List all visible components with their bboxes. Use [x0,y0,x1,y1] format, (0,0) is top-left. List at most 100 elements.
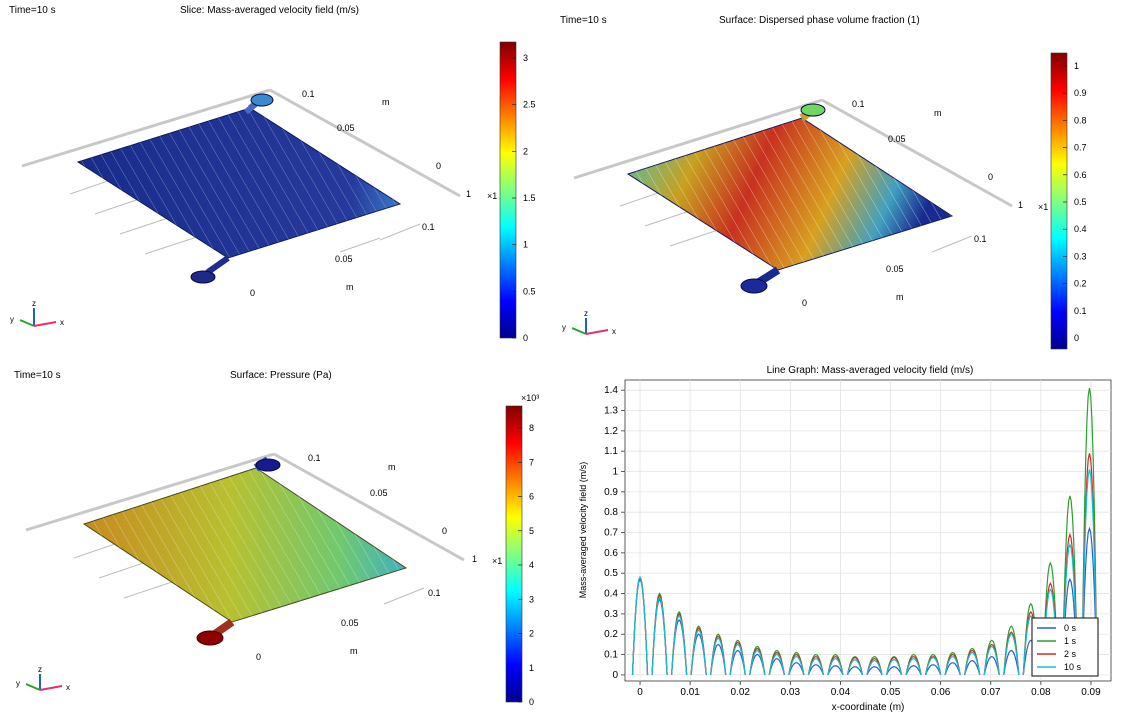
svg-text:x: x [612,327,616,336]
tick: 0.1 [302,89,315,99]
tick: m [346,282,354,292]
colorbar [1050,52,1068,350]
plot-title: Surface: Dispersed phase volume fraction… [719,15,920,26]
colorbar-tick-label: 6 [529,492,534,502]
x-tick-label: 0.03 [781,687,801,698]
tick: 0.1 [422,222,435,232]
tick: 0.1 [428,588,441,598]
plot-title: Surface: Pressure (Pa) [230,370,332,381]
time-label: Time=10 s [9,5,56,16]
tick: 0 [436,161,441,171]
plot-panel-velocity: Time=10 s Slice: Mass-averaged velocity … [0,0,560,350]
tick: 0.05 [886,264,904,274]
y-tick-label: 1.1 [604,446,618,457]
tick: 0 [256,652,261,662]
y-tick-label: 0 [612,670,618,681]
x-tick-label: 0.01 [680,687,700,698]
tick: m [388,462,396,472]
tick: 0 [802,298,807,308]
y-tick-label: 0.3 [604,609,618,620]
inlet-port [740,278,768,294]
tick: 0.1 [308,453,321,463]
colorbar-tick-label: 7 [529,457,534,467]
colorbar-tick-label: 0.5 [1074,197,1087,207]
colorbar-tick-label: 5 [529,526,534,536]
y-tick-label: 0.9 [604,487,618,498]
y-tick-label: 0.8 [604,507,618,518]
tick: ×1 [1038,202,1048,212]
y-tick-label: 1 [612,467,618,478]
chart-title: Line Graph: Mass-averaged velocity field… [767,365,974,376]
svg-text:z: z [38,665,42,674]
tick: 1 [1018,200,1023,210]
colorbar-ticks: 3 2.5 2 1.5 1 0.5 0 [512,53,536,343]
colorbar-tick-label: 1.5 [523,193,536,203]
axis-triad-icon: z x y [562,309,616,336]
tick: m [934,108,942,118]
tick: 0 [988,172,993,182]
x-tick-label: 0.05 [881,687,901,698]
plot-fraction-svg: Time=10 s Surface: Dispersed phase volum… [560,15,1087,350]
x-tick-label: 0.06 [931,687,951,698]
axis-triad-icon: z x y [10,299,64,327]
line-graph-svg: Line Graph: Mass-averaged velocity field… [578,365,1112,713]
colorbar-exponent: ×10³ [521,393,539,403]
y-tick-label: 1.3 [604,406,618,417]
colorbar-tick-label: 1 [523,240,528,250]
colorbar-tick-label: 0 [523,333,528,343]
plot-velocity-svg: Time=10 s Slice: Mass-averaged velocity … [9,5,536,343]
colorbar-tick-label: 0.8 [1074,115,1087,125]
tick: 0.1 [974,234,987,244]
tick: 0 [250,288,255,298]
outlet-port [250,93,274,107]
x-tick-label: 0.04 [831,687,851,698]
colorbar-tick-label: 2 [529,629,534,639]
svg-text:z: z [584,309,588,318]
colorbar-tick-label: 0.6 [1074,170,1087,180]
legend: 0 s 1 s 2 s 10 s [1031,617,1099,677]
tick: m [382,97,390,107]
tick: 0.05 [335,254,353,264]
colorbar [499,41,517,339]
x-tick-label: 0.02 [731,687,751,698]
tick: 0 [442,526,447,536]
colorbar-tick-label: 0.2 [1074,279,1087,289]
legend-label: 0 s [1064,623,1077,633]
svg-text:y: y [10,315,14,324]
inlet-port [190,270,216,284]
series-group [631,388,1098,676]
svg-text:y: y [16,679,20,688]
tick: m [350,646,358,656]
tick: 1 [466,189,471,199]
legend-label: 2 s [1064,649,1077,659]
outlet-port [800,103,826,117]
colorbar-tick-label: 0.1 [1074,306,1087,316]
plot-panel-volume-fraction: Time=10 s Surface: Dispersed phase volum… [560,0,1146,360]
colorbar-tick-label: 0 [1074,333,1079,343]
colorbar-tick-label: 1 [529,663,534,673]
tick: 0.05 [341,618,359,628]
gridlines [625,380,1111,681]
colorbar-ticks: 8 7 6 5 4 3 2 1 0 [518,423,534,707]
time-label: Time=10 s [14,370,61,381]
axis-triad-icon: z x y [16,665,70,692]
colorbar-tick-label: 0 [529,697,534,707]
axis-ticks: 0 0.01 0.02 0.03 0.04 0.05 0.06 0.07 0.08 0.09 0 0.… [604,385,1101,698]
x-tick-label: 0.07 [981,687,1001,698]
tick: 0.05 [888,134,906,144]
colorbar-tick-label: 0.9 [1074,88,1087,98]
tick: ×1 [487,191,497,201]
colorbar-tick-label: 8 [529,423,534,433]
y-tick-label: 0.6 [604,548,618,559]
y-axis-label: Mass-averaged velocity field (m/s) [578,462,588,599]
colorbar-tick-label: 4 [529,560,534,570]
tick: m [896,292,904,302]
y-tick-label: 0.2 [604,629,618,640]
y-tick-label: 0.1 [604,650,618,661]
colorbar-tick-label: 0.5 [523,286,536,296]
colorbar [505,405,523,703]
colorbar-tick-label: 1 [1074,61,1079,71]
colorbar-tick-label: 3 [523,53,528,63]
outlet-port [255,458,281,472]
y-tick-label: 1.2 [604,426,618,437]
